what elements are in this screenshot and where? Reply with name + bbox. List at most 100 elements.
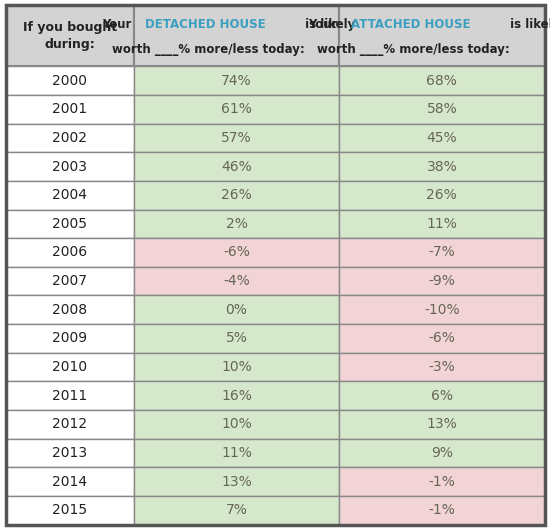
Bar [134, 5, 339, 66]
Bar [134, 467, 339, 496]
Text: 16%: 16% [221, 389, 252, 403]
Bar [6, 5, 134, 66]
Text: 2014: 2014 [52, 475, 87, 489]
Text: 10%: 10% [221, 360, 252, 374]
Text: 26%: 26% [426, 188, 457, 202]
Bar [339, 324, 544, 353]
Bar [134, 152, 339, 181]
Bar [6, 66, 134, 95]
Bar [339, 410, 544, 439]
Bar [6, 123, 134, 152]
Text: 11%: 11% [426, 217, 457, 231]
Text: 7%: 7% [226, 504, 248, 517]
Text: 2006: 2006 [52, 245, 87, 260]
Bar [339, 496, 544, 525]
Bar [134, 296, 339, 324]
Text: -6%: -6% [223, 245, 250, 260]
Text: 2001: 2001 [52, 102, 87, 116]
Text: 10%: 10% [221, 418, 252, 431]
Bar [6, 410, 134, 439]
Text: 2015: 2015 [52, 504, 87, 517]
Text: 46%: 46% [221, 160, 252, 173]
Text: 2010: 2010 [52, 360, 87, 374]
Bar [339, 181, 544, 209]
Text: 68%: 68% [426, 74, 457, 87]
Text: 2013: 2013 [52, 446, 87, 460]
Bar [339, 123, 544, 152]
Bar [134, 66, 339, 95]
Bar [6, 324, 134, 353]
Text: ATTACHED HOUSE: ATTACHED HOUSE [351, 19, 471, 31]
Text: 2005: 2005 [52, 217, 87, 231]
Text: -7%: -7% [428, 245, 455, 260]
Bar [339, 152, 544, 181]
Bar [6, 267, 134, 296]
Text: -9%: -9% [428, 274, 455, 288]
Bar [134, 410, 339, 439]
Bar [6, 238, 134, 267]
Text: 2000: 2000 [52, 74, 87, 87]
Bar [339, 209, 544, 238]
Text: -1%: -1% [428, 504, 455, 517]
Bar [339, 267, 544, 296]
Bar [134, 209, 339, 238]
Text: 2009: 2009 [52, 331, 87, 346]
Text: 6%: 6% [431, 389, 453, 403]
Bar [134, 324, 339, 353]
Bar [134, 353, 339, 382]
Bar [339, 382, 544, 410]
Text: 2003: 2003 [52, 160, 87, 173]
Text: worth ____% more/less today:: worth ____% more/less today: [317, 43, 510, 56]
Bar [339, 296, 544, 324]
Text: 26%: 26% [221, 188, 252, 202]
Text: is likely: is likely [505, 19, 550, 31]
Bar [6, 209, 134, 238]
Text: 74%: 74% [221, 74, 252, 87]
Text: 13%: 13% [221, 475, 252, 489]
Text: 2008: 2008 [52, 303, 87, 317]
Bar [134, 382, 339, 410]
Text: 2%: 2% [226, 217, 248, 231]
Text: 57%: 57% [221, 131, 252, 145]
Text: 2004: 2004 [52, 188, 87, 202]
Text: is likely: is likely [301, 19, 355, 31]
Bar [134, 181, 339, 209]
Bar [339, 66, 544, 95]
Text: 0%: 0% [226, 303, 248, 317]
Text: 11%: 11% [221, 446, 252, 460]
Text: -4%: -4% [223, 274, 250, 288]
Bar [6, 353, 134, 382]
Text: 58%: 58% [426, 102, 457, 116]
Bar [6, 152, 134, 181]
Text: -6%: -6% [428, 331, 455, 346]
Bar [134, 439, 339, 467]
Text: 2012: 2012 [52, 418, 87, 431]
Bar [134, 123, 339, 152]
Bar [134, 496, 339, 525]
Text: DETACHED HOUSE: DETACHED HOUSE [145, 19, 266, 31]
Bar [6, 181, 134, 209]
Bar [6, 439, 134, 467]
Text: 5%: 5% [226, 331, 248, 346]
Bar [339, 238, 544, 267]
Text: -3%: -3% [428, 360, 455, 374]
Text: 9%: 9% [431, 446, 453, 460]
Bar [6, 95, 134, 123]
Bar [134, 238, 339, 267]
Bar [339, 5, 544, 66]
Text: 2007: 2007 [52, 274, 87, 288]
Text: 38%: 38% [426, 160, 457, 173]
Bar [6, 496, 134, 525]
Text: 13%: 13% [426, 418, 457, 431]
Bar [339, 353, 544, 382]
Bar [339, 95, 544, 123]
Text: Your: Your [308, 19, 342, 31]
Bar [6, 382, 134, 410]
Text: 2002: 2002 [52, 131, 87, 145]
Bar [339, 439, 544, 467]
Text: worth ____% more/less today:: worth ____% more/less today: [112, 43, 305, 56]
Text: Your: Your [102, 19, 135, 31]
Text: 45%: 45% [426, 131, 457, 145]
Bar [6, 467, 134, 496]
Text: -10%: -10% [424, 303, 460, 317]
